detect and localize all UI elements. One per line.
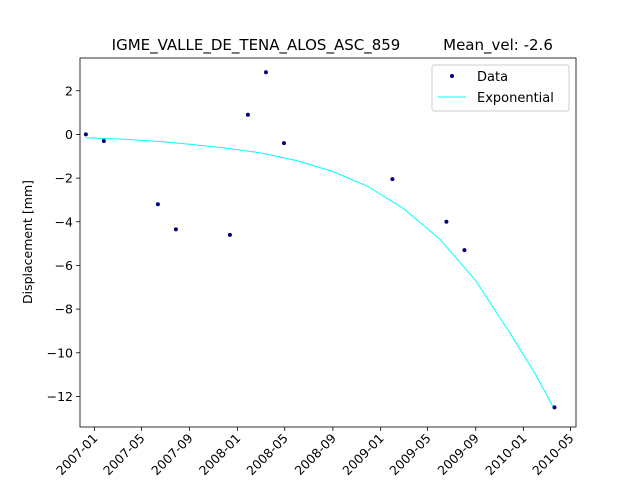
- data-point: [444, 219, 449, 224]
- y-tick-label: −2: [55, 171, 73, 186]
- y-tick-label: −10: [47, 345, 73, 360]
- data-point: [552, 405, 557, 410]
- x-tick-label: 2009-01: [339, 431, 387, 479]
- data-point: [101, 138, 106, 143]
- legend-data-marker: [450, 74, 454, 78]
- data-point: [245, 112, 250, 117]
- exponential-fit-line: [85, 137, 555, 410]
- x-tick-label: 2010-05: [529, 431, 577, 479]
- chart-title: IGME_VALLE_DE_TENA_ALOS_ASC_859: [112, 36, 401, 55]
- legend-exponential-label: Exponential: [477, 91, 554, 106]
- x-tick-label: 2009-09: [434, 430, 482, 478]
- x-tick-label: 2010-01: [482, 431, 530, 479]
- data-point: [263, 70, 268, 75]
- data-point: [390, 177, 395, 182]
- y-tick-label: 2: [65, 83, 73, 98]
- plot-frame: [79, 57, 577, 428]
- data-point: [281, 141, 286, 146]
- y-tick-label: −12: [47, 389, 73, 404]
- data-point: [462, 248, 467, 253]
- y-tick-label: −4: [55, 214, 73, 229]
- data-point: [155, 202, 160, 207]
- y-tick-label: 0: [65, 127, 73, 142]
- y-axis-label: Displacement [mm]: [20, 180, 35, 304]
- x-tick-label: 2008-05: [243, 431, 291, 479]
- data-point: [227, 232, 232, 237]
- y-tick-label: −8: [55, 302, 73, 317]
- data-point: [173, 227, 178, 232]
- data-point: [83, 132, 88, 137]
- chart-subtitle: Mean_vel: -2.6: [443, 36, 553, 55]
- x-tick-label: 2007-01: [53, 431, 101, 479]
- x-tick-label: 2007-05: [100, 431, 148, 479]
- legend-box: [431, 64, 570, 112]
- legend: Data Exponential: [431, 64, 570, 112]
- legend-data-label: Data: [477, 70, 508, 85]
- x-tick-label: 2009-05: [386, 431, 434, 479]
- x-tick-label: 2008-01: [196, 431, 244, 479]
- y-tick-label: −6: [55, 258, 73, 273]
- x-tick-label: 2007-09: [148, 430, 196, 478]
- x-tick-label: 2008-09: [291, 430, 339, 478]
